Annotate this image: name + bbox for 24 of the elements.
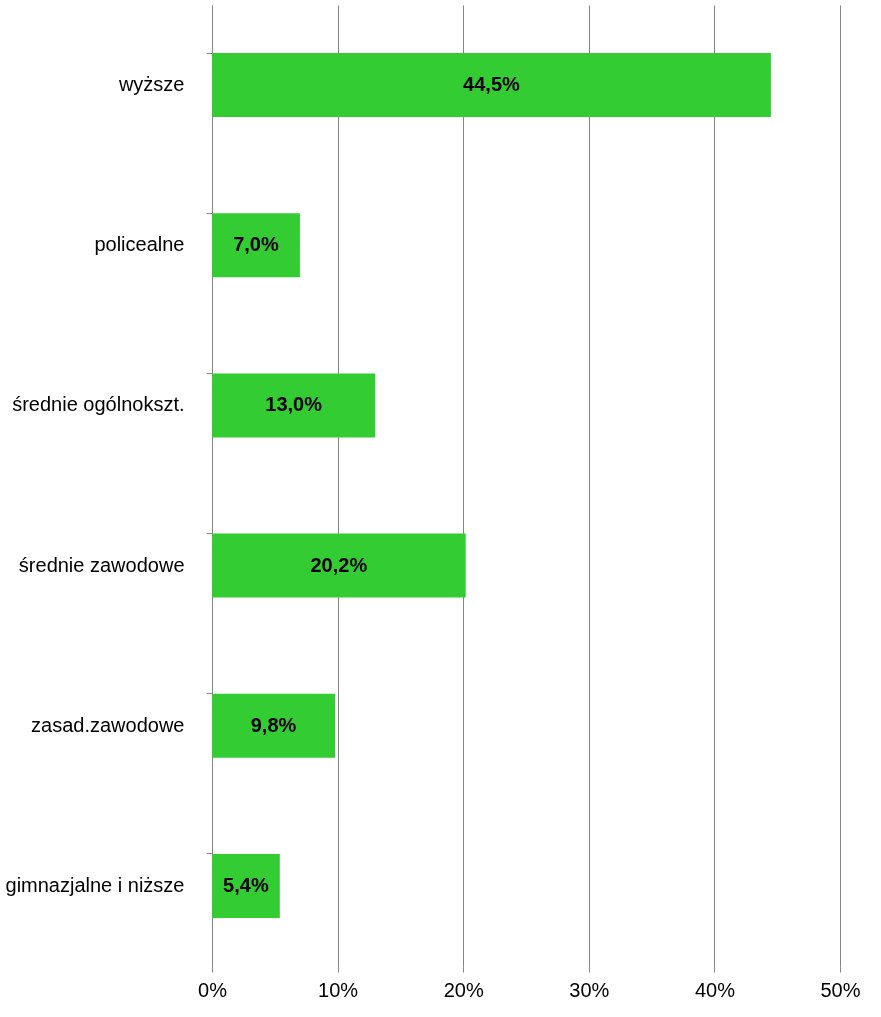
x-tick-label: 0% <box>198 978 228 1001</box>
y-tick-label: średnie ogólnokszt. <box>12 393 185 416</box>
bar <box>212 53 771 118</box>
x-tick-label: 20% <box>443 978 484 1001</box>
bar <box>212 693 336 758</box>
y-tick-label: policealne <box>94 233 185 256</box>
data-label: 20,2% <box>310 553 368 576</box>
bar <box>212 373 376 438</box>
data-label: 44,5% <box>463 73 521 96</box>
data-label: 5,4% <box>223 873 269 896</box>
x-tick-label: 10% <box>318 978 359 1001</box>
x-tick-label: 40% <box>694 978 736 1001</box>
y-tick-label: gimnazjalne i niższe <box>5 873 185 896</box>
data-label: 7,0% <box>233 233 279 256</box>
x-tick-label: 50% <box>820 978 861 1001</box>
bar <box>212 853 280 918</box>
data-label: 9,8% <box>250 713 297 736</box>
y-tick-label: zasad.zawodowe <box>31 713 185 736</box>
x-tick-label: 30% <box>569 978 610 1001</box>
bar <box>212 213 300 278</box>
y-tick-label: wyższe <box>117 73 185 96</box>
data-label: 13,0% <box>265 393 323 416</box>
y-tick-label: średnie zawodowe <box>18 553 185 576</box>
bar <box>212 533 466 598</box>
